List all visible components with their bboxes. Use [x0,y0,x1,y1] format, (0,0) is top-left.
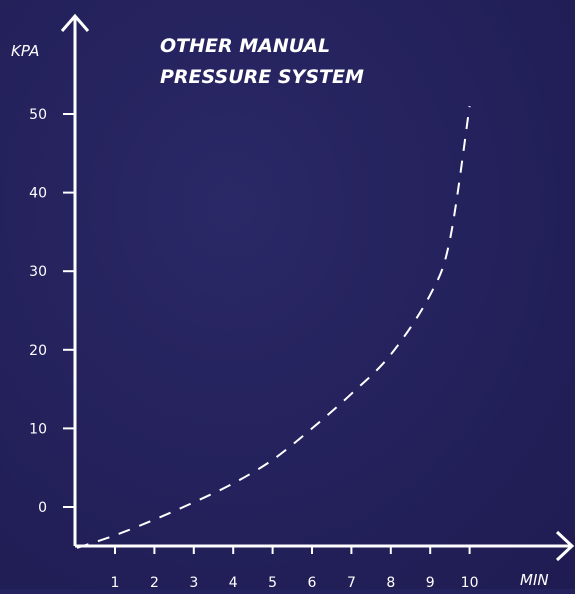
series-line [76,105,471,549]
x-tick-label: 5 [268,575,277,589]
y-axis-arrow [60,13,90,32]
x-tick-label: 3 [189,575,198,589]
y-tick-label: 20 [29,343,47,359]
x-axis-arrow [555,530,575,562]
y-axis-label: KPA [11,42,39,60]
y-tick-label: 0 [38,500,47,516]
x-tick-label: 2 [150,575,159,589]
y-tick-label: 10 [29,421,47,437]
x-tick-label: 10 [461,575,479,589]
y-tick-label: 30 [29,264,47,280]
ticks: 1 2 3 4 5 6 7 8 9 10 0 10 20 30 40 50 [29,107,479,591]
chart-title-line-2: PRESSURE SYSTEM [160,66,364,88]
x-tick-label: 8 [386,575,395,589]
chart-title-line-1: OTHER MANUAL [160,35,330,57]
x-tick-label: 6 [308,575,317,589]
axes [60,13,575,562]
y-tick-label: 50 [29,107,47,123]
x-axis-label: MIN [520,571,549,589]
series-group [76,105,471,549]
x-tick-label: 7 [347,575,356,589]
y-tick-label: 40 [29,186,47,202]
chart-title: OTHER MANUAL PRESSURE SYSTEM [160,35,364,88]
x-tick-label: 4 [229,575,238,589]
x-tick-label: 1 [111,575,120,589]
x-tick-label: 9 [426,575,435,589]
